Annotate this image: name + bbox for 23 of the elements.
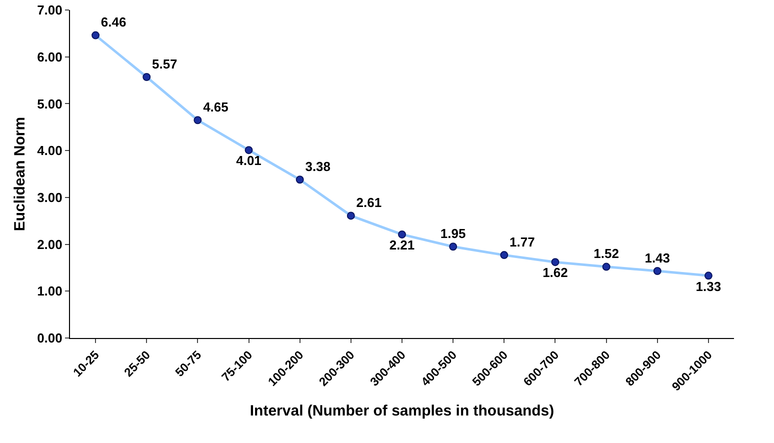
data-label: 5.57 <box>152 56 178 72</box>
y-tick-label: 3.00 <box>37 190 62 205</box>
y-tick-label: 7.00 <box>37 2 62 18</box>
y-axis-title: Euclidean Norm <box>11 116 28 232</box>
y-tick-label: 2.00 <box>37 236 62 252</box>
data-label: 4.01 <box>236 153 262 168</box>
data-label: 6.46 <box>100 14 126 30</box>
y-tick-label: 6.00 <box>37 49 62 64</box>
data-label: 1.43 <box>644 250 670 266</box>
data-label: 1.33 <box>696 278 722 294</box>
data-label: 3.38 <box>305 158 331 174</box>
data-label: 1.62 <box>542 265 568 280</box>
data-label: 2.61 <box>356 195 382 210</box>
x-axis-title: Interval (Number of samples in thousands) <box>250 402 554 420</box>
y-tick-label: 1.00 <box>37 284 62 299</box>
data-label: 4.65 <box>203 99 228 114</box>
data-label: 2.21 <box>389 238 415 253</box>
data-label: 1.95 <box>440 226 466 242</box>
y-tick-label: 4.00 <box>37 143 62 158</box>
data-label: 1.77 <box>510 234 535 250</box>
data-label: 1.52 <box>594 246 619 262</box>
y-tick-label: 5.00 <box>37 96 62 112</box>
y-tick-label: 0.00 <box>37 330 62 346</box>
